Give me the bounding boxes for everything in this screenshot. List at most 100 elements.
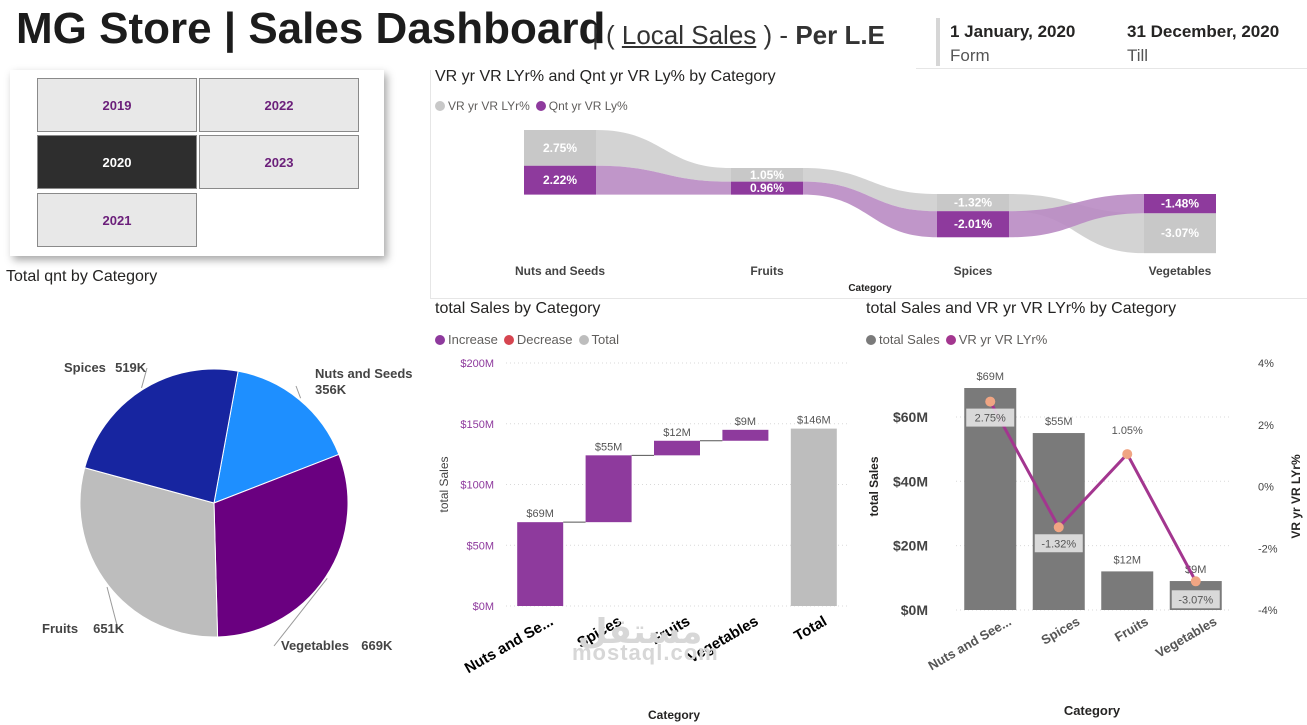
- combo-y-tick: $60M: [893, 409, 928, 425]
- ribbon-border-bottom: [430, 298, 1307, 299]
- ribbon-category-label: Nuts and Seeds: [515, 264, 605, 278]
- waterfall-data-label: $12M: [663, 427, 691, 439]
- pie-slice-nuts-and-seeds: [213, 370, 340, 504]
- waterfall-legend: Increase Decrease Total: [435, 332, 619, 347]
- ribbon-value-label: 2.75%: [543, 141, 577, 155]
- pie-leader-line: [106, 586, 119, 630]
- ribbon-category-label: Vegetables: [1149, 264, 1212, 278]
- combo-bar-label: $69M: [976, 371, 1004, 383]
- combo-y-axis-title: total Sales: [867, 456, 881, 516]
- pie-label-value: 651K: [93, 621, 125, 636]
- combo-y2-tick: -4%: [1258, 605, 1278, 617]
- date-divider: [936, 18, 940, 66]
- waterfall-x-tick: Nuts and Se...: [462, 613, 556, 677]
- ribbon-legend-item-2[interactable]: Qnt yr VR Ly%: [535, 99, 628, 113]
- subtitle-open: | (: [592, 20, 615, 50]
- combo-line-label: -1.32%: [1041, 538, 1076, 550]
- year-button-2021[interactable]: 2021: [37, 193, 197, 247]
- ribbon-border-left: [430, 70, 431, 298]
- watermark-arabic: مستقل: [578, 613, 703, 651]
- ribbon-value-label: -3.07%: [1161, 226, 1199, 240]
- pie-leader-line: [141, 367, 148, 389]
- ribbon-chart[interactable]: 2.75% 2.22% Nuts and Seeds 1.05%0.96% Fruits…: [430, 118, 1307, 298]
- waterfall-data-label: $146M: [797, 415, 831, 427]
- ribbon-segment-2-3: [937, 211, 1009, 238]
- ribbon-band-1-1: [596, 130, 731, 182]
- waterfall-legend-total[interactable]: Total: [578, 332, 619, 347]
- combo-x-tick: Fruits: [1112, 614, 1151, 645]
- pie-chart-title: Total qnt by Category: [6, 268, 158, 285]
- ribbon-legend: VR yr VR LYr% Qnt yr VR Ly%: [435, 99, 628, 113]
- pie-label-name: Fruits: [42, 621, 78, 636]
- pie-label-value: 669K: [361, 638, 393, 653]
- combo-x-axis-title: Category: [1064, 703, 1121, 718]
- combo-legend-label-vr: VR yr VR LYr%: [958, 332, 1048, 347]
- combo-bar: [1032, 433, 1085, 610]
- combo-bar: [1101, 571, 1154, 610]
- pie-slice-spices: [84, 368, 239, 504]
- combo-legend-sales[interactable]: total Sales: [866, 332, 940, 347]
- ribbon-chart-title: VR yr VR LYr% and Qnt yr VR Ly% by Categ…: [435, 68, 776, 85]
- combo-line-marker: [1053, 522, 1064, 533]
- page-title: MG Store | Sales Dashboard: [16, 4, 606, 53]
- ribbon-legend-label-2: Qnt yr VR Ly%: [548, 99, 628, 113]
- combo-line-label: 2.75%: [975, 413, 1006, 425]
- header-rule: [916, 68, 1307, 69]
- ribbon-value-label: 0.96%: [750, 181, 784, 195]
- waterfall-chart-title: total Sales by Category: [435, 300, 601, 317]
- combo-line: [988, 400, 1198, 582]
- combo-y2-tick: 4%: [1258, 358, 1274, 370]
- waterfall-legend-decrease[interactable]: Decrease: [503, 332, 573, 347]
- combo-legend: total Sales VR yr VR LYr%: [866, 332, 1047, 347]
- combo-line-marker: [985, 396, 996, 407]
- date-to: 31 December, 2020: [1127, 22, 1280, 41]
- waterfall-y-tick: $0M: [473, 601, 494, 613]
- ribbon-segment-2-4: [1144, 194, 1216, 214]
- ribbon-value-label: -2.01%: [954, 217, 992, 231]
- ribbon-category-label: Fruits: [750, 264, 784, 278]
- combo-x-tick: Spices: [1038, 614, 1082, 648]
- ribbon-segment-1-2: [731, 168, 803, 182]
- year-slicer: 2019 2022 2020 2023 2021: [10, 70, 384, 256]
- combo-legend-vr[interactable]: VR yr VR LYr%: [945, 332, 1048, 347]
- pie-label-name: Spices: [64, 360, 106, 375]
- waterfall-legend-increase[interactable]: Increase: [435, 332, 498, 347]
- ribbon-category-label: Spices: [954, 264, 993, 278]
- combo-bar-label: $12M: [1113, 554, 1141, 566]
- year-button-2022[interactable]: 2022: [199, 78, 359, 132]
- combo-line-label: 1.05%: [1112, 425, 1143, 437]
- year-button-2020[interactable]: 2020: [37, 135, 197, 189]
- ribbon-segment-1-4: [1144, 213, 1216, 254]
- waterfall-chart[interactable]: $0M $50M $100M $150M $200M total Sales $69M Nut…: [430, 350, 860, 725]
- combo-x-tick: Nuts and See...: [926, 614, 1014, 674]
- pie-slice-vegetables: [213, 453, 349, 638]
- waterfall-y-tick: $150M: [460, 419, 494, 431]
- pie-label-name: Nuts and Seeds: [315, 366, 413, 381]
- pie-label-value: 519K: [115, 360, 147, 375]
- waterfall-legend-label-increase: Increase: [448, 332, 498, 347]
- page-subtitle: | ( Local Sales ) - Per L.E: [592, 20, 885, 51]
- date-from-label: Form: [950, 46, 990, 65]
- year-button-2023[interactable]: 2023: [199, 135, 359, 189]
- waterfall-legend-label-decrease: Decrease: [516, 332, 573, 347]
- combo-line-label-bg: [966, 408, 1015, 427]
- combo-y-tick: $40M: [893, 473, 928, 489]
- combo-chart[interactable]: $0M $20M $40M $60M -4% -2% 0% 2% 4% total Sales VR…: [860, 350, 1307, 725]
- pie-label-name: Vegetables: [281, 638, 349, 653]
- combo-y2-tick: 2%: [1258, 420, 1274, 432]
- waterfall-data-label: $55M: [595, 441, 623, 453]
- combo-legend-label-sales: total Sales: [879, 332, 940, 347]
- local-sales-link[interactable]: Local Sales: [621, 20, 757, 50]
- combo-y-tick: $0M: [901, 602, 928, 618]
- date-from: 1 January, 2020: [950, 22, 1076, 41]
- combo-chart-title: total Sales and VR yr VR LYr% by Categor…: [866, 300, 1177, 317]
- ribbon-legend-item-1[interactable]: VR yr VR LYr%: [435, 99, 530, 113]
- per-le-label: Per L.E: [795, 20, 885, 50]
- combo-line-label-bg: [1171, 590, 1220, 609]
- combo-y2-tick: 0%: [1258, 482, 1274, 494]
- year-button-2019[interactable]: 2019: [37, 78, 197, 132]
- combo-y2-axis-title: VR yr VR LYr%: [1289, 454, 1303, 539]
- ribbon-segment-2-1: [524, 165, 596, 195]
- combo-line-marker: [1190, 576, 1201, 587]
